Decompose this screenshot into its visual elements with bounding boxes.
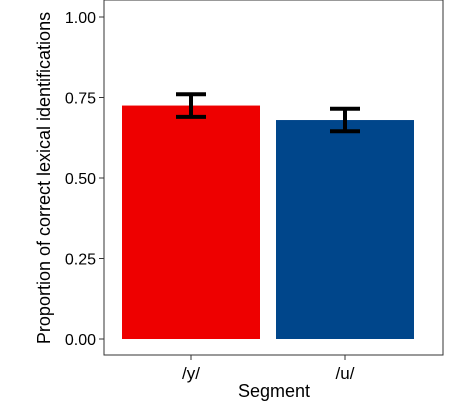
y-tick-label: 1.00 [65, 10, 96, 27]
y-tick-label: 0.00 [65, 332, 96, 349]
error-bar-y [176, 92, 206, 119]
x-axis-title: Segment [238, 381, 310, 401]
x-axis: /y/ /u/ [182, 355, 355, 383]
error-bar-u [330, 106, 360, 134]
y-axis: 0.00 0.25 0.50 0.75 1.00 [65, 10, 104, 349]
x-tick-label: /y/ [182, 364, 200, 383]
bar-y [122, 105, 260, 339]
errorbars-layer [176, 92, 360, 134]
y-axis-title: Proportion of correct lexical identifica… [34, 12, 54, 344]
bars-layer [122, 105, 414, 339]
y-tick-label: 0.75 [65, 91, 96, 108]
bar-u [276, 120, 414, 339]
y-tick-label: 0.25 [65, 252, 96, 269]
x-tick-label: /u/ [336, 364, 355, 383]
y-tick-label: 0.50 [65, 171, 96, 188]
